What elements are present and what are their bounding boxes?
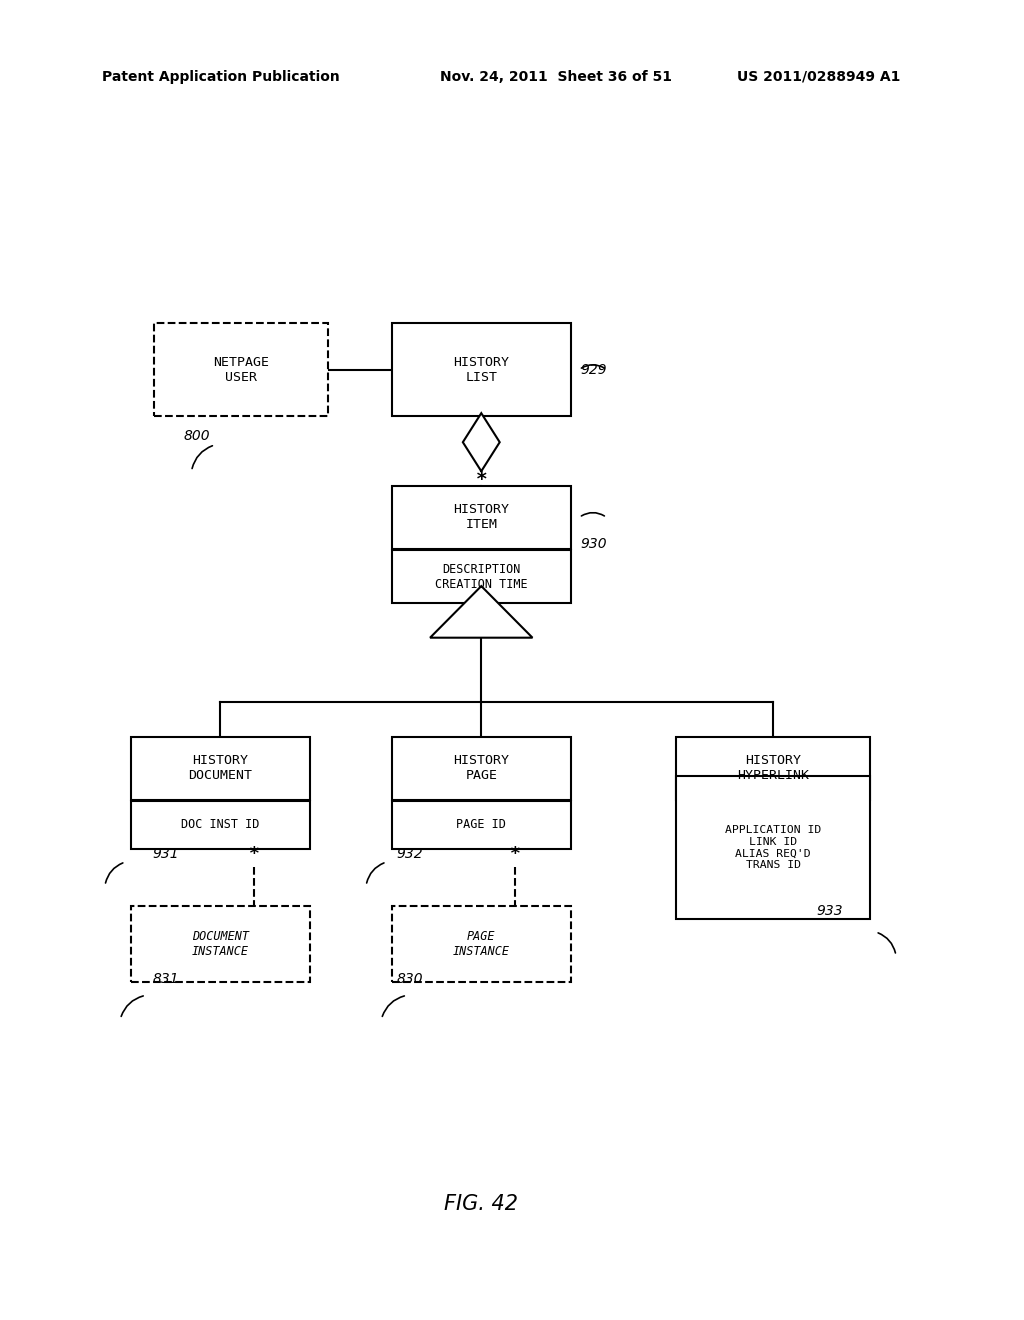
Text: HISTORY
LIST: HISTORY LIST (454, 355, 509, 384)
Bar (391, 801, 570, 849)
Text: HISTORY
ITEM: HISTORY ITEM (454, 503, 509, 532)
Text: *: * (510, 845, 520, 863)
Text: 929: 929 (581, 363, 607, 376)
Text: 932: 932 (396, 847, 423, 861)
Bar (154, 323, 328, 416)
Bar (391, 906, 570, 982)
Bar (391, 323, 570, 416)
Text: DESCRIPTION
CREATION TIME: DESCRIPTION CREATION TIME (435, 562, 527, 591)
Bar (676, 737, 870, 800)
Text: DOCUMENT
INSTANCE: DOCUMENT INSTANCE (191, 929, 249, 958)
Bar (391, 737, 570, 800)
Text: US 2011/0288949 A1: US 2011/0288949 A1 (737, 70, 901, 83)
Bar (131, 801, 309, 849)
Bar (391, 550, 570, 603)
Text: *: * (475, 470, 487, 488)
Text: DOC INST ID: DOC INST ID (181, 818, 259, 832)
Text: 831: 831 (153, 973, 179, 986)
Text: Nov. 24, 2011  Sheet 36 of 51: Nov. 24, 2011 Sheet 36 of 51 (440, 70, 673, 83)
Text: APPLICATION ID
LINK ID
ALIAS REQ'D
TRANS ID: APPLICATION ID LINK ID ALIAS REQ'D TRANS… (725, 825, 821, 870)
Text: HISTORY
HYPERLINK: HISTORY HYPERLINK (737, 754, 809, 783)
Text: *: * (249, 845, 259, 863)
Text: HISTORY
DOCUMENT: HISTORY DOCUMENT (188, 754, 252, 783)
Polygon shape (463, 413, 500, 471)
Bar (391, 486, 570, 549)
Text: 930: 930 (581, 537, 607, 550)
Polygon shape (430, 586, 532, 638)
Text: NETPAGE
USER: NETPAGE USER (213, 355, 268, 384)
Text: Patent Application Publication: Patent Application Publication (102, 70, 340, 83)
Text: PAGE
INSTANCE: PAGE INSTANCE (453, 929, 510, 958)
Text: PAGE ID: PAGE ID (457, 818, 506, 832)
Text: 933: 933 (816, 904, 843, 917)
Text: 800: 800 (183, 429, 210, 442)
Bar (676, 776, 870, 919)
Text: 931: 931 (153, 847, 179, 861)
Text: FIG. 42: FIG. 42 (444, 1193, 518, 1214)
Bar (131, 906, 309, 982)
Text: 830: 830 (396, 973, 423, 986)
Bar (131, 737, 309, 800)
Text: HISTORY
PAGE: HISTORY PAGE (454, 754, 509, 783)
